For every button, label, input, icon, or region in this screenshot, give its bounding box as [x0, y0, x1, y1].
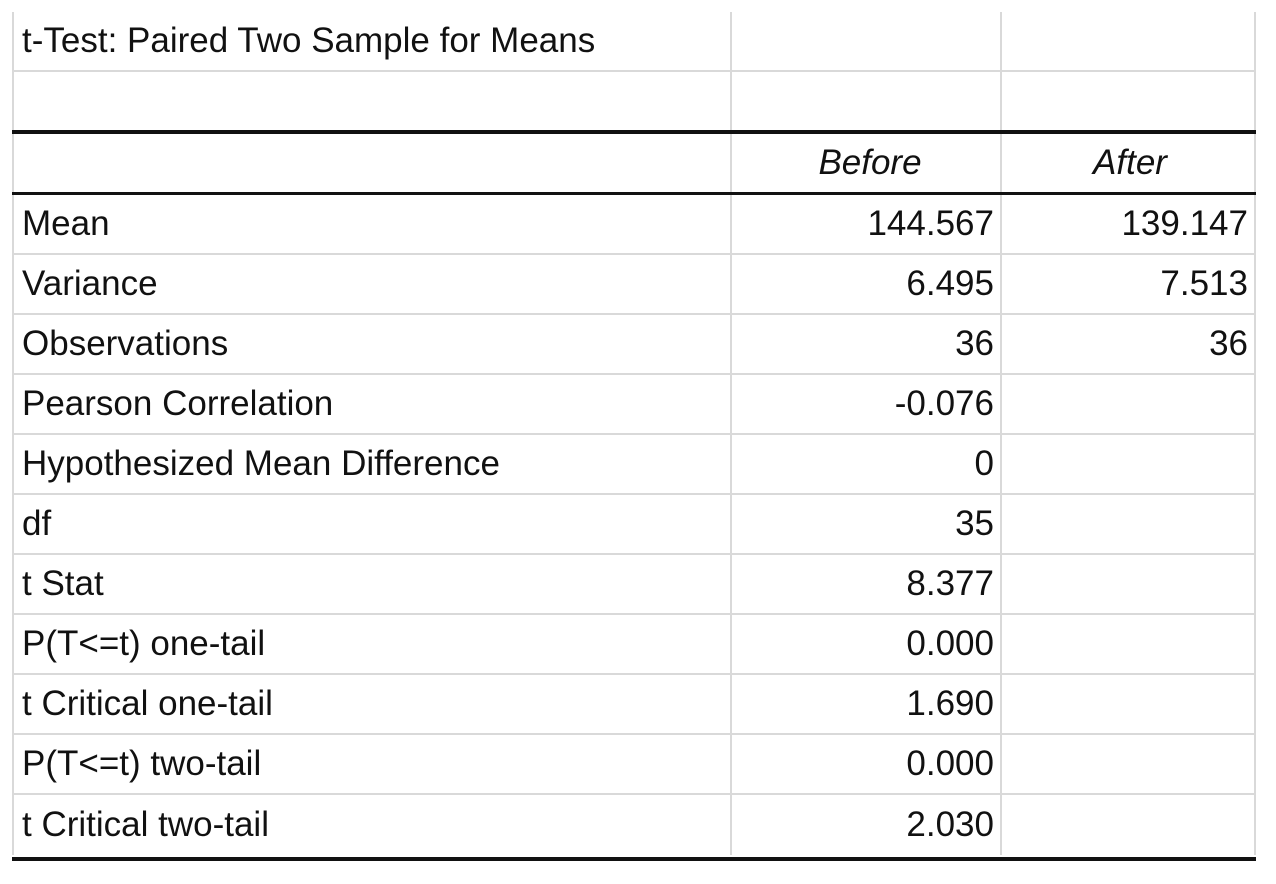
- header-bottom-rule: [12, 192, 1256, 195]
- row-label: Hypothesized Mean Difference: [22, 444, 500, 483]
- before-value: 0.000: [906, 744, 994, 783]
- column-header-row: Before After: [12, 134, 1256, 192]
- before-value: 1.690: [906, 684, 994, 723]
- header-before-cell[interactable]: Before: [732, 134, 1002, 192]
- before-value-cell[interactable]: 0: [732, 435, 1002, 493]
- row-label-cell[interactable]: Pearson Correlation: [12, 375, 732, 433]
- before-value-cell[interactable]: 0.000: [732, 735, 1002, 793]
- row-label: Mean: [22, 204, 110, 243]
- row-label: t Critical two-tail: [22, 805, 269, 844]
- row-label-cell[interactable]: t Critical one-tail: [12, 675, 732, 733]
- header-top-rule: [12, 130, 1256, 134]
- table-row: Hypothesized Mean Difference 0: [12, 435, 1256, 495]
- after-value-cell[interactable]: [1002, 735, 1256, 793]
- before-value: 0.000: [906, 624, 994, 663]
- before-value: 144.567: [867, 204, 994, 243]
- table-title: t-Test: Paired Two Sample for Means: [22, 21, 596, 60]
- before-value: 36: [955, 324, 994, 363]
- before-value: -0.076: [894, 384, 994, 423]
- title-row-empty-cell[interactable]: [732, 12, 1002, 70]
- before-value-cell[interactable]: 35: [732, 495, 1002, 553]
- title-row-empty-cell[interactable]: [1002, 12, 1256, 70]
- table-row: Mean 144.567 139.147: [12, 195, 1256, 255]
- table-row: Observations 36 36: [12, 315, 1256, 375]
- before-value: 35: [955, 504, 994, 543]
- row-label: Observations: [22, 324, 229, 363]
- spreadsheet-output-table: t-Test: Paired Two Sample for Means Befo…: [12, 12, 1256, 862]
- row-label-cell[interactable]: P(T<=t) two-tail: [12, 735, 732, 793]
- row-label: df: [22, 504, 52, 543]
- table-row: P(T<=t) one-tail 0.000: [12, 615, 1256, 675]
- after-value: 139.147: [1121, 204, 1248, 243]
- row-label: P(T<=t) two-tail: [22, 744, 262, 783]
- title-cell[interactable]: t-Test: Paired Two Sample for Means: [12, 12, 732, 70]
- before-value-cell[interactable]: 0.000: [732, 615, 1002, 673]
- table-row: t Critical one-tail 1.690: [12, 675, 1256, 735]
- row-label-cell[interactable]: Variance: [12, 255, 732, 313]
- row-label-cell[interactable]: Observations: [12, 315, 732, 373]
- after-value: 7.513: [1160, 264, 1248, 303]
- row-label: t Stat: [22, 564, 104, 603]
- before-value-cell[interactable]: 8.377: [732, 555, 1002, 613]
- table-row: t Critical two-tail 2.030: [12, 795, 1256, 855]
- row-label-cell[interactable]: df: [12, 495, 732, 553]
- before-value-cell[interactable]: 36: [732, 315, 1002, 373]
- before-value: 2.030: [906, 805, 994, 844]
- before-value-cell[interactable]: -0.076: [732, 375, 1002, 433]
- row-label-cell[interactable]: Hypothesized Mean Difference: [12, 435, 732, 493]
- table-row: t Stat 8.377: [12, 555, 1256, 615]
- after-value-cell[interactable]: [1002, 675, 1256, 733]
- title-row: t-Test: Paired Two Sample for Means: [12, 12, 1256, 72]
- before-value: 8.377: [906, 564, 994, 603]
- header-label-cell[interactable]: [12, 134, 732, 192]
- table-row: Variance 6.495 7.513: [12, 255, 1256, 315]
- before-value-cell[interactable]: 2.030: [732, 795, 1002, 855]
- row-label-cell[interactable]: P(T<=t) one-tail: [12, 615, 732, 673]
- blank-row: [12, 72, 1256, 130]
- after-value: 36: [1209, 324, 1248, 363]
- row-label-cell[interactable]: t Critical two-tail: [12, 795, 732, 855]
- before-value: 0: [974, 444, 994, 483]
- after-value-cell[interactable]: [1002, 555, 1256, 613]
- table-row: df 35: [12, 495, 1256, 555]
- blank-cell[interactable]: [1002, 72, 1256, 130]
- table-row: Pearson Correlation -0.076: [12, 375, 1256, 435]
- after-value-cell[interactable]: 36: [1002, 315, 1256, 373]
- after-value-cell[interactable]: 7.513: [1002, 255, 1256, 313]
- before-value: 6.495: [906, 264, 994, 303]
- column-header-after: After: [1093, 143, 1167, 182]
- after-value-cell[interactable]: 139.147: [1002, 195, 1256, 253]
- blank-cell[interactable]: [732, 72, 1002, 130]
- table-row: P(T<=t) two-tail 0.000: [12, 735, 1256, 795]
- row-label-cell[interactable]: t Stat: [12, 555, 732, 613]
- before-value-cell[interactable]: 6.495: [732, 255, 1002, 313]
- row-label: Variance: [22, 264, 158, 303]
- after-value-cell[interactable]: [1002, 375, 1256, 433]
- table-bottom-rule: [12, 857, 1256, 861]
- before-value-cell[interactable]: 144.567: [732, 195, 1002, 253]
- before-value-cell[interactable]: 1.690: [732, 675, 1002, 733]
- row-label: P(T<=t) one-tail: [22, 624, 266, 663]
- row-label: Pearson Correlation: [22, 384, 334, 423]
- after-value-cell[interactable]: [1002, 435, 1256, 493]
- header-after-cell[interactable]: After: [1002, 134, 1256, 192]
- after-value-cell[interactable]: [1002, 615, 1256, 673]
- after-value-cell[interactable]: [1002, 795, 1256, 855]
- row-label: t Critical one-tail: [22, 684, 273, 723]
- column-header-before: Before: [818, 143, 922, 182]
- blank-cell[interactable]: [12, 72, 732, 130]
- after-value-cell[interactable]: [1002, 495, 1256, 553]
- row-label-cell[interactable]: Mean: [12, 195, 732, 253]
